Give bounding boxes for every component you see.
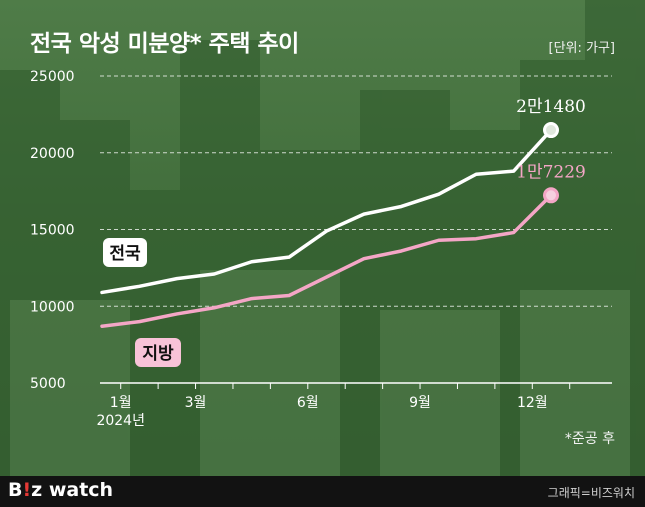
- graphic-credit: 그래픽=비즈워치: [547, 486, 635, 500]
- unit-label: [단위: 가구]: [548, 41, 616, 56]
- series-end-marker: [543, 122, 559, 139]
- series-label-regional: 지방: [142, 344, 174, 364]
- line-chart: 25000 20000 15000 10000 5000 1월 3월 6월 9월 12월 2024년…: [30, 69, 612, 429]
- bizwatch-logo: B!z watch: [8, 479, 114, 501]
- footnote: *준공 후: [564, 431, 615, 447]
- chart-title: 전국 악성 미분양* 주택 추이: [30, 31, 299, 57]
- apartment-background-image: [10, 270, 630, 476]
- series-end-marker: [543, 187, 559, 204]
- footer-bar: B!z watch 그래픽=비즈워치: [0, 476, 645, 507]
- series-line-regional: [100, 193, 553, 328]
- series-label-national: 전국: [109, 244, 141, 264]
- x-tick-label: 6월: [297, 395, 319, 411]
- x-tick-label: 9월: [409, 395, 431, 411]
- series-line-national: [100, 128, 553, 295]
- y-tick-label: 20000: [30, 146, 75, 162]
- y-tick-label: 25000: [30, 69, 75, 85]
- y-tick-label: 5000: [30, 376, 66, 392]
- y-tick-label: 15000: [30, 223, 75, 239]
- series-label-box-national: [103, 238, 147, 267]
- y-tick-label: 10000: [30, 299, 75, 315]
- x-tick-year-label: 2024년: [96, 413, 145, 429]
- x-tick-label: 12월: [517, 395, 548, 411]
- series-end-label: 2만1480: [516, 97, 586, 117]
- x-tick-label: 3월: [185, 395, 207, 411]
- series-end-label: 1만7229: [516, 162, 586, 182]
- x-tick-label: 1월: [110, 395, 132, 411]
- series-label-box-regional: [135, 338, 181, 367]
